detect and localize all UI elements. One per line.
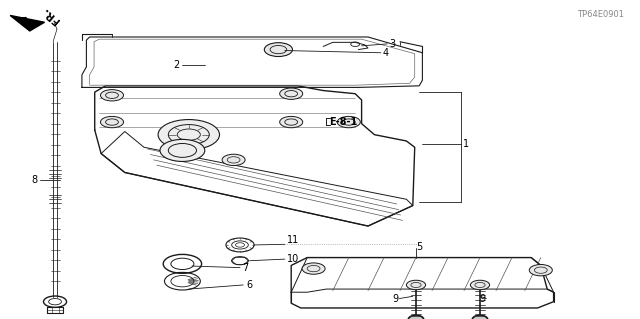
Polygon shape	[10, 15, 45, 31]
Circle shape	[406, 280, 426, 290]
Text: 6: 6	[246, 280, 253, 290]
Text: 5: 5	[416, 241, 422, 251]
Circle shape	[337, 116, 360, 128]
Text: 10: 10	[287, 254, 299, 264]
Text: 3: 3	[389, 39, 396, 49]
Circle shape	[472, 315, 488, 319]
Text: 2: 2	[173, 60, 179, 70]
Text: 8: 8	[31, 175, 37, 185]
Text: 9: 9	[479, 294, 485, 304]
Circle shape	[160, 139, 205, 161]
Circle shape	[408, 315, 424, 319]
Circle shape	[280, 88, 303, 100]
Circle shape	[264, 43, 292, 56]
Circle shape	[529, 264, 552, 276]
Circle shape	[302, 263, 325, 274]
Circle shape	[100, 116, 124, 128]
Text: 9: 9	[392, 294, 398, 304]
Text: 4: 4	[383, 48, 389, 58]
Circle shape	[222, 154, 245, 166]
Text: 11: 11	[287, 234, 299, 245]
Circle shape	[280, 116, 303, 128]
Circle shape	[100, 90, 124, 101]
Circle shape	[470, 280, 490, 290]
Text: FR.: FR.	[40, 4, 61, 25]
Text: 7: 7	[242, 263, 248, 273]
Text: TP64E0901: TP64E0901	[577, 11, 624, 19]
Text: 1: 1	[463, 139, 470, 149]
Circle shape	[158, 120, 220, 150]
Text: E-8-1: E-8-1	[330, 117, 358, 127]
